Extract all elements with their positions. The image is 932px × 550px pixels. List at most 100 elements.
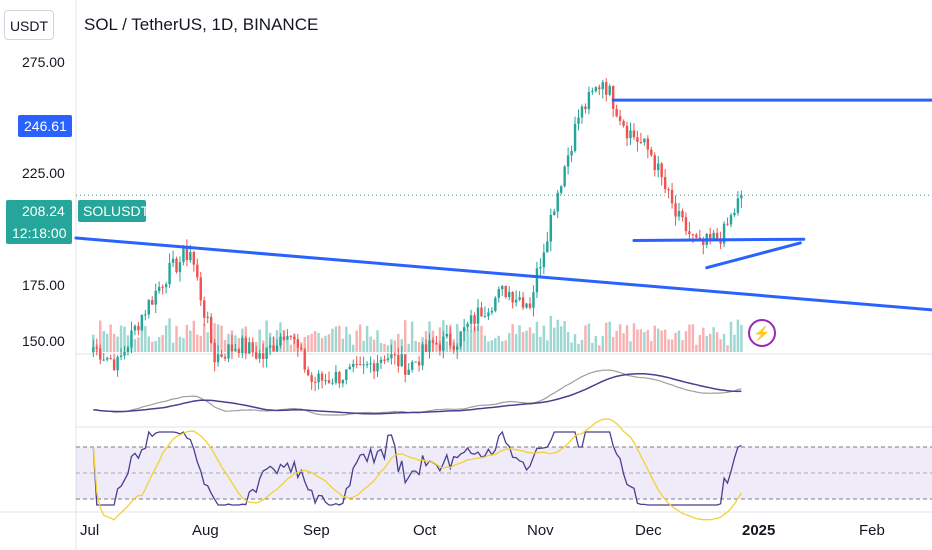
candle-body — [726, 223, 729, 225]
volume-bar — [622, 333, 625, 352]
candle-body — [116, 356, 119, 371]
volume-bar — [490, 340, 494, 352]
candle-body — [598, 87, 601, 90]
volume-bar — [601, 335, 604, 352]
candle-body — [338, 371, 341, 384]
candle-body — [577, 117, 580, 124]
volume-bar — [632, 323, 636, 352]
volume-bar — [591, 342, 594, 352]
volume-bar — [566, 332, 570, 352]
candle-body — [268, 345, 272, 348]
rsi-ma-line — [92, 418, 742, 521]
candle-body — [449, 333, 452, 346]
volume-bar — [494, 338, 497, 352]
volume-bar — [587, 323, 591, 352]
candle-body — [615, 108, 618, 117]
candle-body — [358, 364, 362, 366]
candle-body — [133, 325, 137, 331]
candle-body — [480, 307, 483, 317]
volume-bar — [653, 325, 656, 352]
volume-bar — [618, 324, 622, 352]
candle-body — [171, 258, 175, 263]
volume-bars — [92, 315, 743, 352]
trendline-rising-support[interactable] — [705, 241, 802, 270]
candle-body — [729, 215, 733, 225]
candle-body — [708, 233, 712, 239]
candle-body — [261, 353, 265, 359]
volume-bar — [203, 324, 206, 352]
volume-bar — [670, 339, 674, 352]
candle-body — [414, 361, 417, 363]
candle-body — [487, 312, 490, 317]
volume-bar — [577, 343, 580, 352]
candle-body — [151, 300, 154, 305]
volume-bar — [123, 326, 126, 352]
volume-bar — [504, 340, 507, 352]
currency-scale-button[interactable]: USDT — [4, 10, 54, 40]
volume-bar — [528, 327, 532, 352]
candle-body — [643, 138, 646, 143]
candle-body — [410, 361, 414, 370]
candle-body — [546, 241, 549, 253]
candle-body — [553, 211, 556, 215]
volume-bar — [199, 335, 202, 352]
volume-bar — [708, 333, 712, 352]
candle-body — [611, 85, 615, 109]
volume-bar — [216, 324, 220, 352]
volume-bar — [119, 325, 123, 352]
volume-bar — [161, 335, 164, 352]
volume-bar — [105, 333, 109, 352]
candle-body — [691, 234, 695, 236]
volume-bar — [476, 325, 480, 352]
volume-bar — [397, 333, 400, 352]
volume-bar — [417, 342, 421, 352]
volume-bar — [663, 329, 667, 352]
candle-body — [400, 354, 403, 367]
trendline-descending-support[interactable] — [74, 236, 932, 312]
volume-bar — [650, 341, 653, 352]
candle-body — [379, 359, 383, 363]
volume-bar — [698, 334, 702, 352]
volume-bar — [546, 340, 549, 352]
candle-body — [306, 369, 310, 376]
candle-body — [164, 284, 168, 288]
candle-body — [622, 120, 625, 126]
candle-body — [157, 286, 161, 291]
time-label-dec: Dec — [635, 522, 662, 539]
candle-body — [376, 362, 379, 372]
candle-body — [92, 347, 95, 353]
candle-body — [684, 217, 688, 232]
candle-body — [296, 339, 300, 348]
lightning-icon[interactable]: ⚡ — [748, 319, 776, 347]
candle-body — [570, 151, 573, 156]
volume-bar — [102, 331, 105, 352]
volume-bar — [705, 336, 708, 352]
candle-body — [456, 346, 459, 350]
candle-body — [119, 355, 123, 357]
volume-bar — [667, 339, 670, 352]
candle-body — [695, 234, 698, 238]
time-label-sep: Sep — [303, 522, 330, 539]
volume-bar — [220, 325, 223, 352]
candle-body — [331, 382, 334, 384]
trendlines[interactable] — [74, 98, 932, 312]
candle-body — [663, 177, 667, 190]
volume-bar — [729, 321, 733, 352]
candle-body — [192, 251, 196, 265]
time-label-aug: Aug — [192, 522, 219, 539]
current-price-badge — [6, 200, 72, 244]
volume-bar — [213, 323, 216, 352]
volume-bar — [691, 324, 695, 352]
time-label-jul: Jul — [80, 522, 99, 539]
candle-body — [126, 347, 130, 352]
candle-body — [639, 141, 643, 143]
candle-body — [300, 347, 303, 350]
candle-body — [223, 356, 227, 359]
candle-body — [462, 327, 466, 332]
volume-bar — [358, 324, 362, 352]
volume-bar — [234, 335, 237, 352]
candle-body — [220, 354, 223, 357]
trendline-breakout-level[interactable] — [632, 237, 806, 242]
volume-bar — [573, 334, 577, 352]
